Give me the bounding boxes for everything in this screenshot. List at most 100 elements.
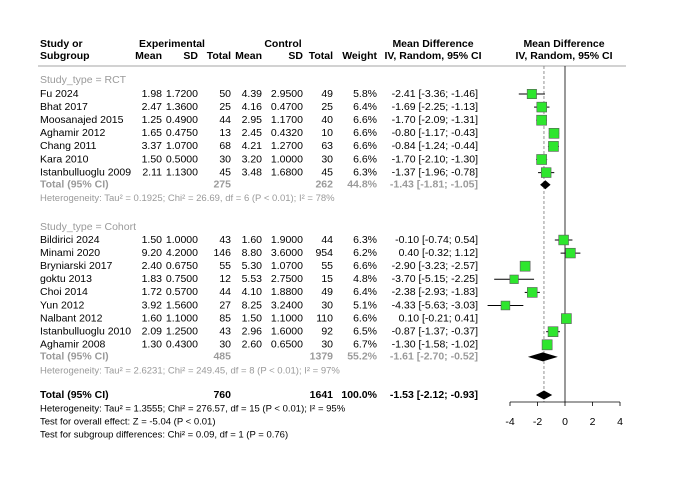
cell: 110	[316, 312, 333, 324]
total-ci: -1.43 [-1.81; -1.05]	[390, 178, 478, 190]
x-tick-label: 4	[617, 416, 623, 428]
header: Mean	[135, 50, 162, 62]
header: Total	[309, 50, 333, 62]
study-name: Minami 2020	[40, 247, 100, 259]
cell: 1.60	[142, 312, 163, 324]
weight: 6.4%	[353, 286, 377, 298]
cell: 15	[321, 273, 333, 285]
cell: 30	[321, 153, 333, 165]
header: SD	[288, 50, 303, 62]
ci-label: -0.87 [-1.37; -0.37]	[392, 325, 478, 337]
cell: 2.95	[242, 114, 263, 126]
cell: 3.37	[142, 140, 163, 152]
ci-label: -1.30 [-1.58; -1.02]	[392, 339, 478, 351]
total-cell: 1379	[310, 351, 334, 363]
study-name: Choi 2014	[40, 286, 88, 298]
cell: 2.40	[142, 260, 163, 272]
study-square	[540, 167, 552, 178]
cell: 1.60	[242, 234, 263, 246]
cell: 30	[219, 153, 231, 165]
ci-label: -0.10 [-0.74; 0.54]	[395, 234, 478, 246]
cell: 1.83	[142, 273, 163, 285]
ci-label: -1.69 [-2.25; -1.13]	[392, 101, 478, 113]
cell: 2.9500	[271, 88, 303, 100]
study-square	[526, 89, 537, 99]
ci-label: 0.40 [-0.32; 1.12]	[399, 247, 478, 259]
note: Heterogeneity: Tau² = 1.3555; Chi² = 276…	[40, 404, 346, 415]
cell: 4.21	[242, 140, 263, 152]
cell: 43	[219, 325, 231, 337]
weight: 6.6%	[353, 127, 377, 139]
x-tick-label: -4	[505, 416, 514, 428]
study-name: Aghamir 2008	[40, 339, 106, 351]
cell: 2.7500	[271, 273, 303, 285]
cell: 43	[219, 234, 231, 246]
cell: 1.0000	[166, 234, 198, 246]
ci-label: -2.41 [-3.36; -1.46]	[392, 88, 478, 100]
overall-cell: 1641	[310, 389, 334, 401]
cell: 1.2700	[271, 140, 303, 152]
cell: 0.6750	[166, 260, 198, 272]
cell: 2.96	[242, 325, 263, 337]
subgroup-label: Study_type = Cohort	[40, 221, 136, 233]
ci-label: -1.70 [-2.10; -1.30]	[392, 153, 478, 165]
total-label: Total (95% CI)	[40, 178, 109, 190]
weight: 6.6%	[353, 260, 377, 272]
ci-label: -0.84 [-1.24; -0.44]	[392, 140, 478, 152]
header: IV, Random, 95% CI	[384, 50, 481, 62]
cell: 30	[321, 339, 333, 351]
cell: 1.50	[142, 234, 163, 246]
study-name: Bhat 2017	[40, 101, 88, 113]
cell: 1.65	[142, 127, 163, 139]
cell: 63	[321, 140, 333, 152]
weight: 6.3%	[353, 234, 377, 246]
total-weight: 44.8%	[347, 178, 377, 190]
header: Subgroup	[40, 50, 90, 62]
cell: 0.4320	[271, 127, 303, 139]
cell: 5.30	[242, 260, 263, 272]
study-square	[500, 300, 511, 311]
cell: 0.4300	[166, 339, 198, 351]
study-name: Bildirici 2024	[40, 234, 100, 246]
ci-label: -2.90 [-3.23; -2.57]	[392, 260, 478, 272]
cell: 1.1000	[271, 312, 303, 324]
ci-label: -4.33 [-5.63; -3.03]	[392, 299, 478, 311]
study-name: Yun 2012	[40, 299, 85, 311]
cell: 85	[219, 312, 231, 324]
x-tick-label: 2	[590, 416, 596, 428]
heterogeneity: Heterogeneity: Tau² = 0.1925; Chi² = 26.…	[40, 193, 335, 204]
study-name: Fu 2024	[40, 88, 79, 100]
cell: 1.72	[142, 286, 163, 298]
overall-cell: 760	[213, 389, 231, 401]
cell: 1.2500	[166, 325, 198, 337]
cell: 44	[219, 114, 231, 126]
cell: 4.10	[242, 286, 263, 298]
cell: 30	[219, 339, 231, 351]
cell: 2.60	[242, 339, 263, 351]
weight: 5.1%	[353, 299, 377, 311]
cell: 9.20	[142, 247, 163, 259]
total-cell: 262	[315, 178, 333, 190]
cell: 50	[219, 88, 231, 100]
total-cell: 275	[213, 178, 231, 190]
cell: 1.30	[142, 339, 163, 351]
cell: 40	[321, 114, 333, 126]
cell: 49	[321, 286, 333, 298]
cell: 4.16	[242, 101, 263, 113]
cell: 8.80	[242, 247, 263, 259]
cell: 27	[219, 299, 231, 311]
weight: 6.5%	[353, 325, 377, 337]
study-square	[561, 313, 572, 324]
cell: 68	[219, 140, 231, 152]
total-cell: 485	[213, 351, 231, 363]
cell: 55	[219, 260, 231, 272]
x-tick-label: -2	[533, 416, 542, 428]
header: Weight	[342, 50, 377, 62]
study-name: Nalbant 2012	[40, 312, 103, 324]
cell: 0.6500	[271, 339, 303, 351]
cell: 1.25	[142, 114, 163, 126]
cell: 3.20	[242, 153, 263, 165]
study-name: Chang 2011	[40, 140, 97, 152]
cell: 1.8800	[271, 286, 303, 298]
weight: 6.6%	[353, 114, 377, 126]
